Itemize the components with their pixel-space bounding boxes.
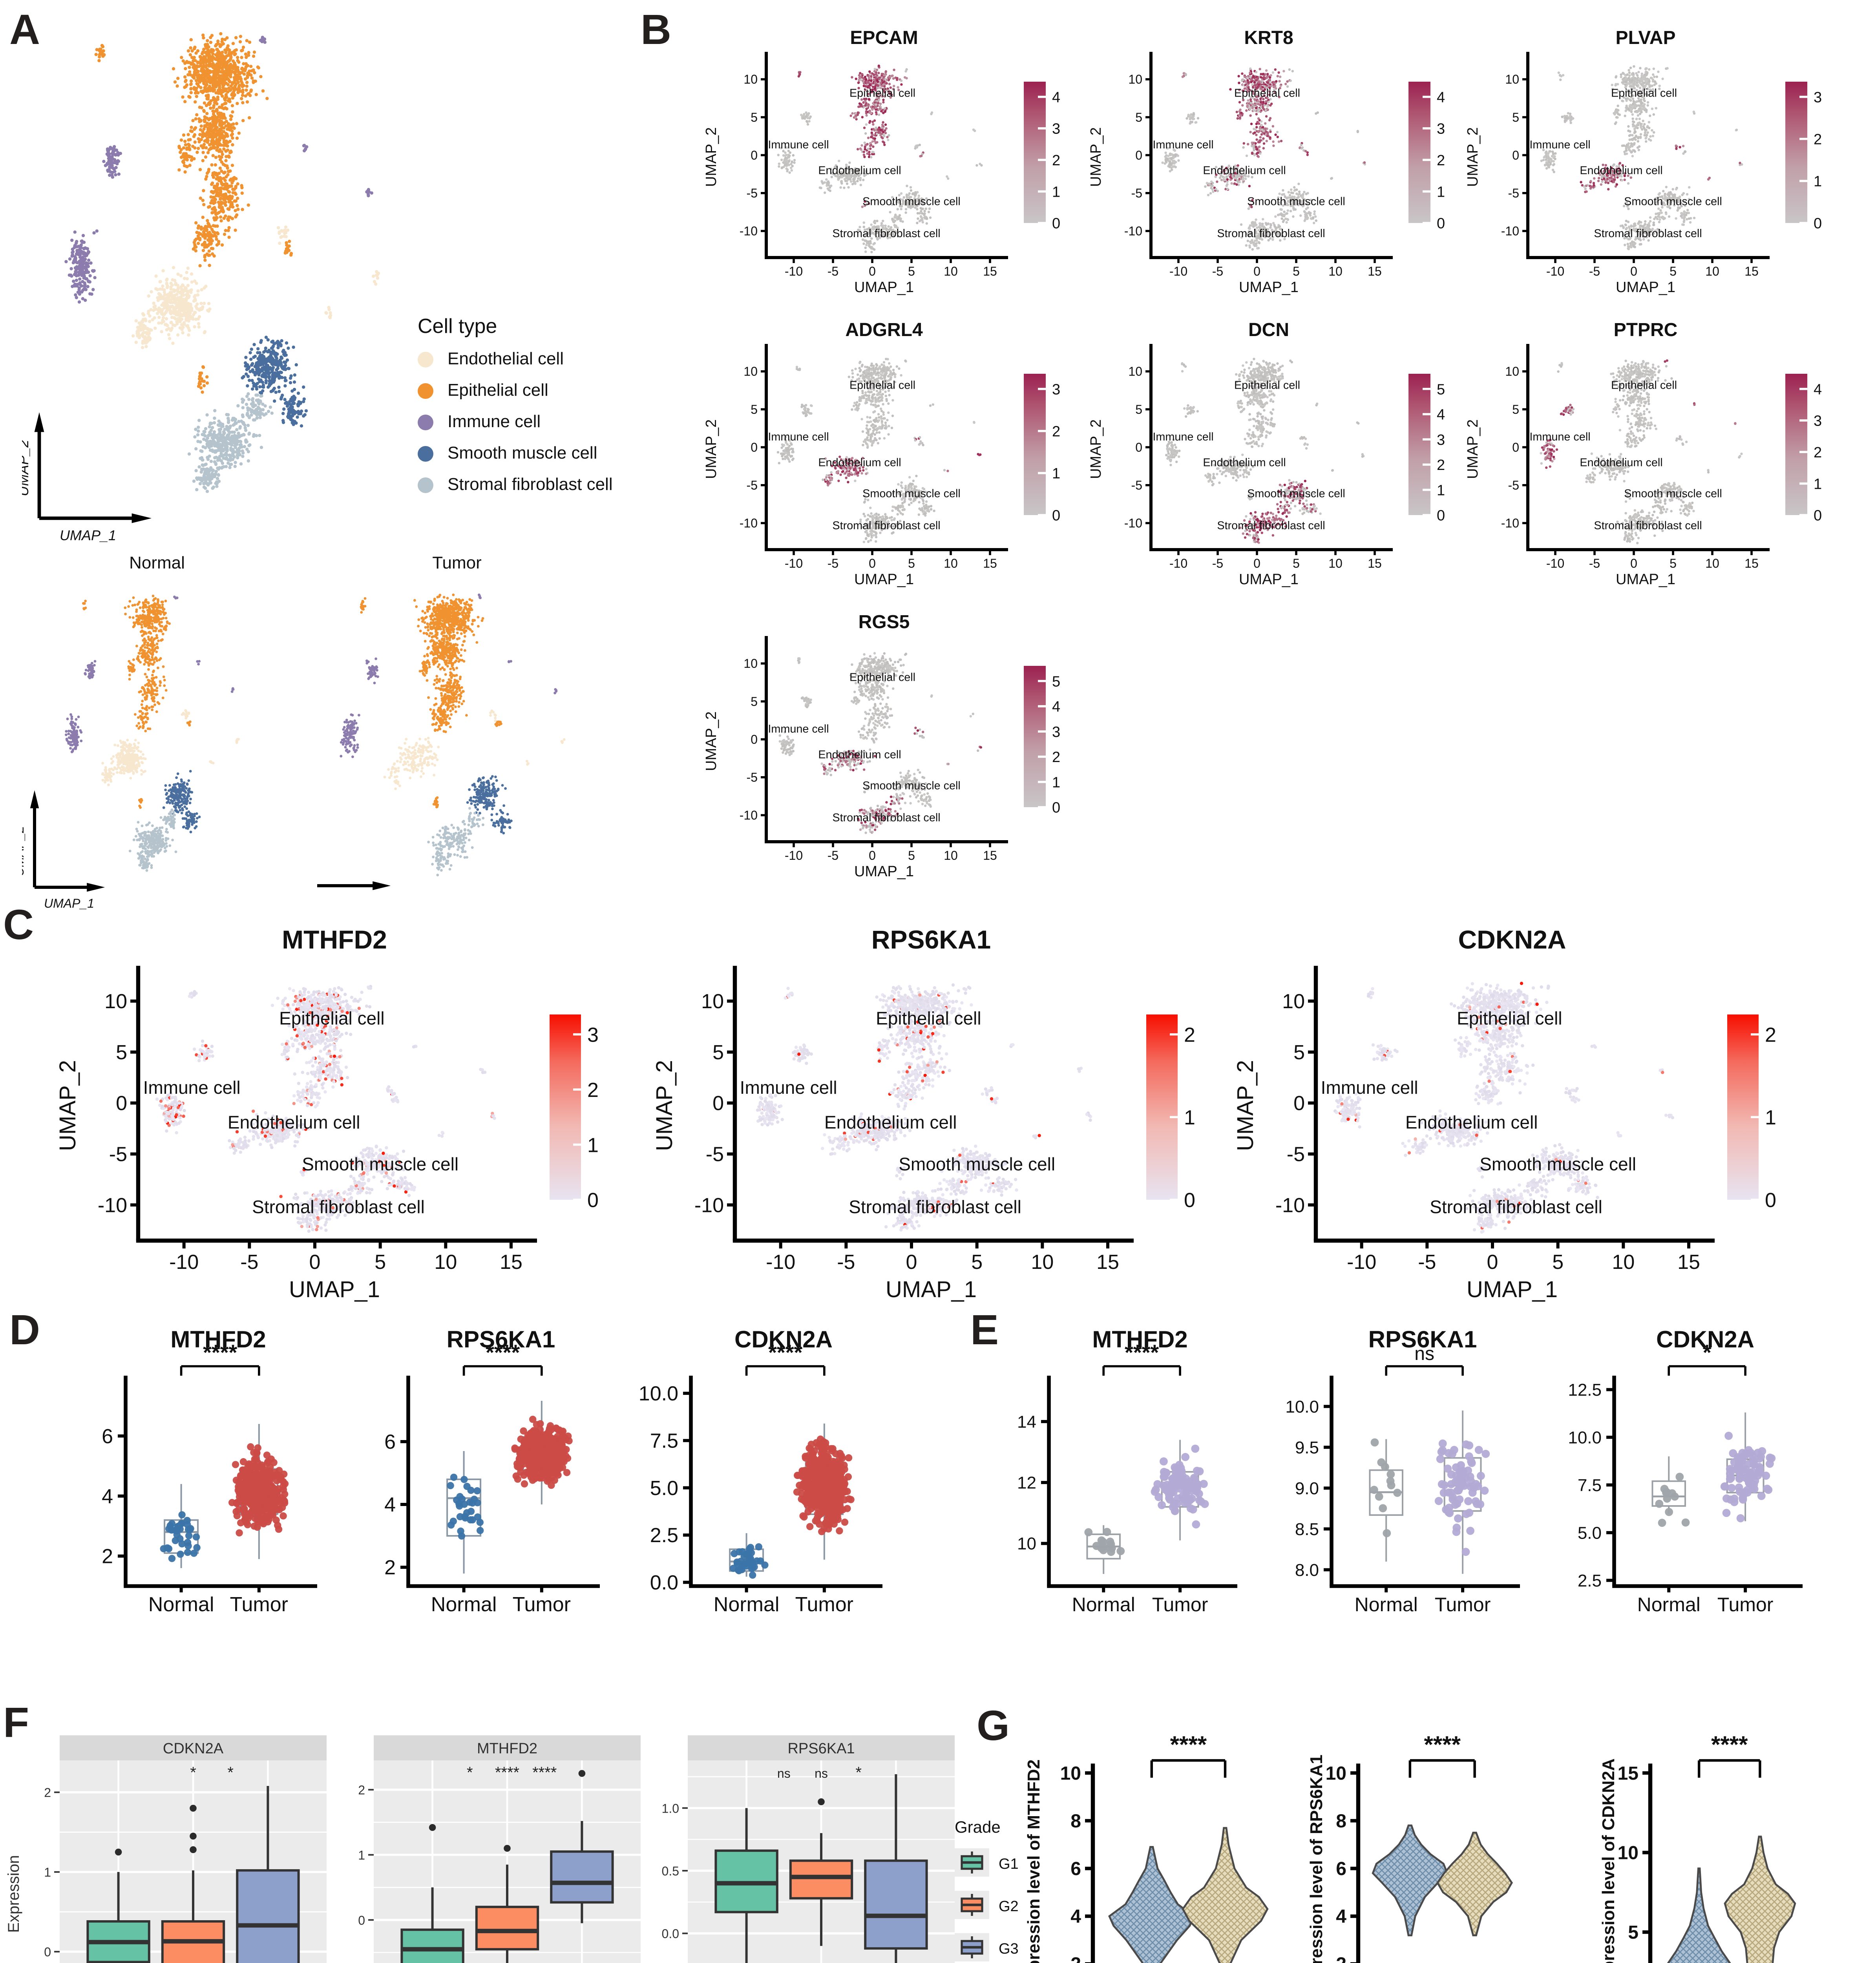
legend-item-label: Endothelial cell [448,350,564,369]
panel-d-label: D [9,1309,40,1352]
panel-g-violin-cdkn2a: The expression level of CDKN2A051015Wild… [1595,1704,1815,1963]
panel-g-violin-rps6ka1: The expression level of RPS6KA10246810Wi… [1303,1704,1531,1963]
legend-item-immune: Immune cell [418,413,669,432]
panel-b-label: B [641,9,671,52]
endothelial-color-dot [418,352,433,367]
panel-f-grade-boxplots: ExpressionCDKN2A012G1G2G3**MTHFD2-1012G1… [0,1720,1036,1963]
epithelial-color-dot [418,383,433,399]
svg-text:UMAP_1: UMAP_1 [60,527,116,543]
panel-a-umap-split: Normal Tumor UMAP_2 UMAP_1 [12,553,681,930]
cell-type-legend-title: Cell type [418,314,669,338]
legend-item-stromal: Stromal fibroblast cell [418,476,669,495]
svg-text:Tumor: Tumor [432,553,482,572]
legend-item-label: Immune cell [448,413,541,432]
legend-item-label: Stromal fibroblast cell [448,476,613,495]
panel-e-label: E [970,1309,999,1352]
legend-item-smooth-muscle: Smooth muscle cell [418,444,669,463]
panel-f-label: F [3,1702,29,1745]
panel-g-violin-mthfd2: The expression level of MTHFD20246810Wil… [1021,1704,1291,1963]
legend-item-label: Epithelial cell [448,382,548,400]
panel-d-boxjitter: MTHFD2 **** 2 4 6 Normal Tumor RPS6KA1 **** 2 4 6 No… [44,1322,923,1646]
panel-c-feature-plots: -10 -5 0 5 10 -10 -5 0 5 10 15 UMAP_1 UMAP_2 MTHFD2 Ep… [0,917,1876,1313]
panel-g-label: G [977,1705,1010,1748]
panel-a-umap-all: UMAP_2 UMAP_1 [15,0,462,553]
svg-text:UMAP_2: UMAP_2 [22,440,31,496]
panel-e-boxjitter: MTHFD2 **** 10 12 14 Normal Tumor RPS6KA1 ns 8.0 8… [961,1322,1840,1646]
stromal-color-dot [418,477,433,493]
cell-type-legend: Cell type Endothelial cell Epithelial ce… [418,314,669,507]
legend-item-epithelial: Epithelial cell [418,382,669,400]
svg-text:Normal: Normal [129,553,185,572]
smooth-muscle-color-dot [418,446,433,462]
panel-a-label: A [9,9,40,52]
immune-color-dot [418,415,433,430]
legend-item-label: Smooth muscle cell [448,444,597,463]
legend-item-endothelial: Endothelial cell [418,350,669,369]
panel-c-label: C [3,904,34,947]
panel-b-feature-plots: -10 -5 0 5 10 -10 -5 0 5 10 15 UMAP_1 UMAP_2 EPCAM Epi… [675,13,1876,901]
